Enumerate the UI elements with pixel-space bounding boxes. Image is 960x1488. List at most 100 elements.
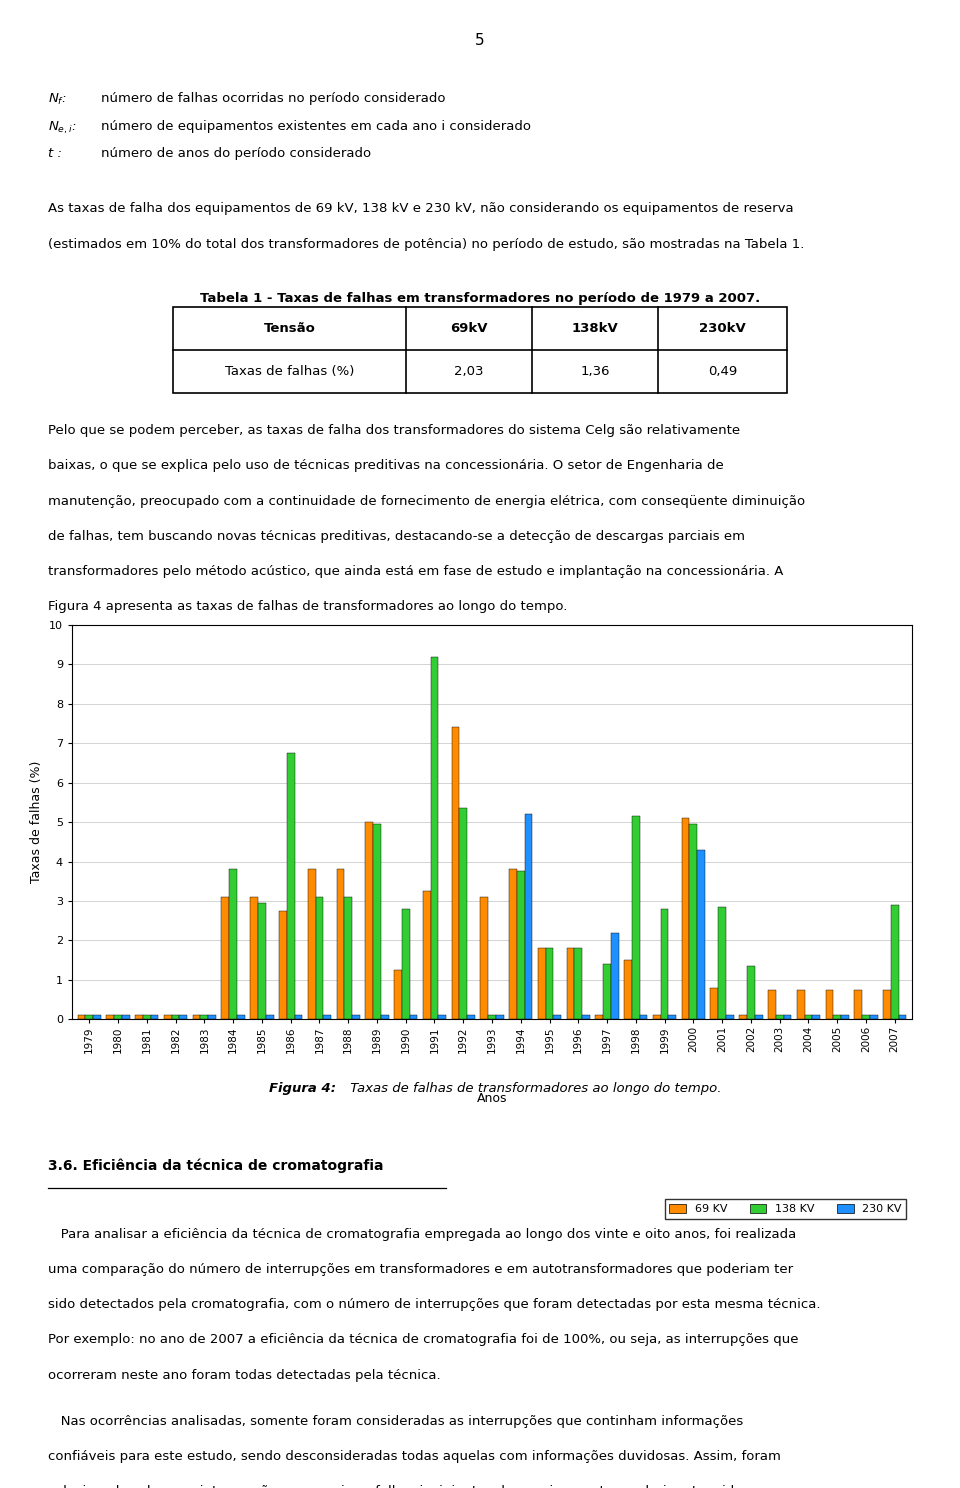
Text: Pelo que se podem perceber, as taxas de falha dos transformadores do sistema Cel: Pelo que se podem perceber, as taxas de … <box>48 424 740 437</box>
Bar <box>439 1015 446 1019</box>
Bar <box>624 960 632 1019</box>
Bar <box>632 817 639 1019</box>
Text: Taxas de falhas (%): Taxas de falhas (%) <box>225 365 354 378</box>
Text: número de equipamentos existentes em cada ano i considerado: número de equipamentos existentes em cad… <box>101 121 531 132</box>
Bar <box>768 990 776 1019</box>
Bar <box>682 818 689 1019</box>
Bar <box>410 1015 418 1019</box>
Bar <box>316 897 324 1019</box>
Text: manutenção, preocupado com a continuidade de fornecimento de energia elétrica, c: manutenção, preocupado com a continuidad… <box>48 494 805 507</box>
Bar <box>394 970 402 1019</box>
Bar <box>883 990 891 1019</box>
Bar <box>381 1015 389 1019</box>
Bar <box>422 891 431 1019</box>
Text: de falhas, tem buscando novas técnicas preditivas, destacando-se a detecção de d: de falhas, tem buscando novas técnicas p… <box>48 530 745 543</box>
Bar <box>582 1015 590 1019</box>
Bar <box>151 1015 158 1019</box>
Bar <box>480 897 488 1019</box>
Bar <box>566 948 574 1019</box>
Y-axis label: Taxas de falhas (%): Taxas de falhas (%) <box>31 760 43 884</box>
Text: uma comparação do número de interrupções em transformadores e em autotransformad: uma comparação do número de interrupções… <box>48 1263 793 1275</box>
Bar <box>739 1015 747 1019</box>
Bar <box>135 1015 143 1019</box>
Bar <box>545 948 553 1019</box>
Text: 230kV: 230kV <box>699 321 746 335</box>
Text: 3.6. Eficiência da técnica de cromatografia: 3.6. Eficiência da técnica de cromatogra… <box>48 1159 383 1174</box>
Bar <box>797 990 804 1019</box>
Text: Para analisar a eficiência da técnica de cromatografia empregada ao longo dos vi: Para analisar a eficiência da técnica de… <box>48 1228 796 1241</box>
Bar <box>173 307 787 393</box>
Text: número de falhas ocorridas no período considerado: número de falhas ocorridas no período co… <box>101 92 445 106</box>
Bar <box>611 933 618 1019</box>
Bar <box>574 948 582 1019</box>
Bar <box>660 909 668 1019</box>
Text: 2,03: 2,03 <box>454 365 484 378</box>
Bar <box>352 1015 360 1019</box>
Text: Tabela 1 - Taxas de falhas em transformadores no período de 1979 a 2007.: Tabela 1 - Taxas de falhas em transforma… <box>200 292 760 305</box>
Bar <box>122 1015 130 1019</box>
Legend: 69 KV, 138 KV, 230 KV: 69 KV, 138 KV, 230 KV <box>665 1199 906 1219</box>
Bar <box>862 1015 870 1019</box>
Bar <box>431 656 439 1019</box>
Bar <box>279 911 287 1019</box>
Text: Tensão: Tensão <box>264 321 316 335</box>
Bar <box>639 1015 647 1019</box>
Bar <box>258 903 266 1019</box>
Bar <box>496 1015 504 1019</box>
Bar <box>451 728 459 1019</box>
Bar <box>308 869 316 1019</box>
Bar <box>509 869 516 1019</box>
Bar <box>899 1015 906 1019</box>
Bar <box>783 1015 791 1019</box>
Bar <box>804 1015 812 1019</box>
Bar <box>755 1015 762 1019</box>
Bar <box>107 1015 114 1019</box>
Bar <box>402 909 410 1019</box>
Bar <box>488 1015 496 1019</box>
Bar <box>668 1015 676 1019</box>
Bar <box>870 1015 877 1019</box>
Text: 0,49: 0,49 <box>708 365 737 378</box>
Text: ocorreram neste ano foram todas detectadas pela técnica.: ocorreram neste ano foram todas detectad… <box>48 1369 441 1382</box>
Bar <box>324 1015 331 1019</box>
Bar <box>689 824 697 1019</box>
Text: 69kV: 69kV <box>450 321 488 335</box>
Bar <box>237 1015 245 1019</box>
Bar <box>266 1015 274 1019</box>
Bar <box>833 1015 841 1019</box>
Bar <box>812 1015 820 1019</box>
Text: (estimados em 10% do total dos transformadores de potência) no período de estudo: (estimados em 10% do total dos transform… <box>48 238 804 250</box>
Text: t :: t : <box>48 147 62 161</box>
Text: 5: 5 <box>475 33 485 48</box>
Bar <box>93 1015 101 1019</box>
Bar <box>222 897 229 1019</box>
Text: As taxas de falha dos equipamentos de 69 kV, 138 kV e 230 kV, não considerando o: As taxas de falha dos equipamentos de 69… <box>48 202 794 216</box>
Bar <box>143 1015 151 1019</box>
Bar <box>553 1015 562 1019</box>
Bar <box>85 1015 93 1019</box>
Bar <box>251 897 258 1019</box>
Bar <box>525 814 533 1019</box>
Text: Por exemplo: no ano de 2007 a eficiência da técnica de cromatografia foi de 100%: Por exemplo: no ano de 2007 a eficiência… <box>48 1333 799 1347</box>
Bar <box>653 1015 660 1019</box>
Bar <box>595 1015 603 1019</box>
Text: Taxas de falhas de transformadores ao longo do tempo.: Taxas de falhas de transformadores ao lo… <box>346 1082 721 1095</box>
Bar <box>726 1015 733 1019</box>
Bar <box>854 990 862 1019</box>
Text: $N_f$:: $N_f$: <box>48 92 67 107</box>
X-axis label: Anos: Anos <box>477 1092 507 1104</box>
Text: Figura 4 apresenta as taxas de falhas de transformadores ao longo do tempo.: Figura 4 apresenta as taxas de falhas de… <box>48 601 567 613</box>
Text: 138kV: 138kV <box>572 321 618 335</box>
Text: baixas, o que se explica pelo uso de técnicas preditivas na concessionária. O se: baixas, o que se explica pelo uso de téc… <box>48 460 724 473</box>
Text: sido detectados pela cromatografia, com o número de interrupções que foram detec: sido detectados pela cromatografia, com … <box>48 1298 821 1311</box>
Text: Figura 4:: Figura 4: <box>269 1082 336 1095</box>
Bar <box>78 1015 85 1019</box>
Bar <box>193 1015 201 1019</box>
Bar <box>337 869 345 1019</box>
Bar <box>776 1015 783 1019</box>
Bar <box>114 1015 122 1019</box>
Text: transformadores pelo método acústico, que ainda está em fase de estudo e implant: transformadores pelo método acústico, qu… <box>48 565 783 579</box>
Bar <box>295 1015 302 1019</box>
Bar <box>538 948 545 1019</box>
Bar <box>373 824 381 1019</box>
